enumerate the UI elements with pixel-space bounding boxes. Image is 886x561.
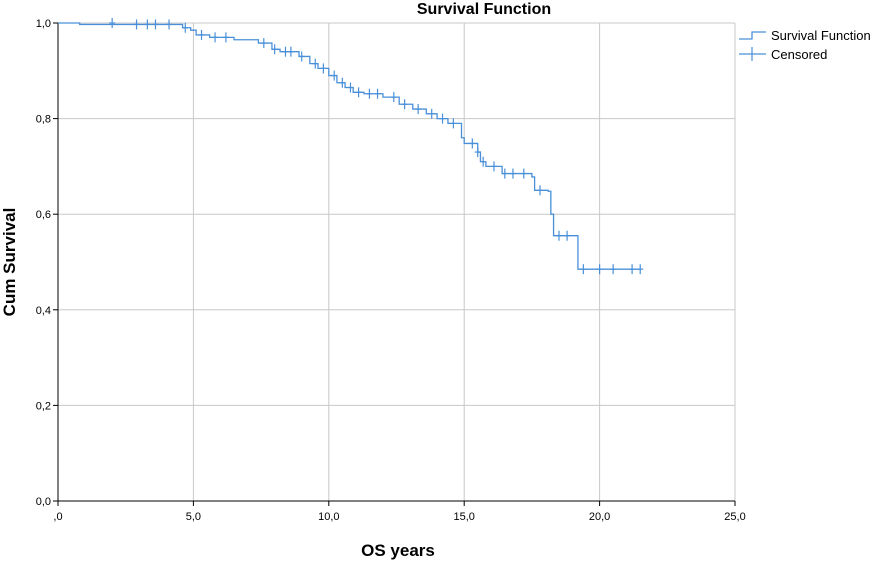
censored-mark — [637, 264, 644, 275]
censored-mark — [347, 82, 354, 93]
y-tick-label: 0,4 — [36, 305, 51, 317]
legend: Survival Function Censored — [739, 28, 871, 62]
censored-mark — [166, 19, 173, 30]
censored-mark — [298, 51, 305, 62]
legend-survival-label: Survival Function — [771, 28, 871, 43]
x-tick-label: 15,0 — [453, 511, 474, 523]
censored-mark — [469, 138, 476, 149]
y-tick-label: 1,0 — [36, 18, 51, 30]
x-tick-label: ,0 — [53, 511, 62, 523]
censored-mark — [366, 88, 373, 99]
censored-mark — [501, 168, 508, 179]
censored-mark — [109, 18, 116, 28]
censored-mark — [271, 44, 278, 55]
censored-mark — [564, 230, 571, 241]
censored-mark — [355, 87, 362, 98]
censored-mark — [474, 147, 481, 158]
y-tick-label: 0,8 — [36, 114, 51, 126]
censored-mark — [374, 88, 381, 99]
legend-step-icon — [739, 31, 766, 40]
censored-mark — [287, 46, 294, 57]
grid — [58, 22, 736, 501]
survival-function-line — [58, 22, 641, 270]
censored-mark — [450, 118, 457, 129]
censored-mark — [415, 104, 422, 115]
censored-mark — [222, 32, 229, 43]
censored-mark — [490, 161, 497, 172]
censored-mark — [260, 38, 267, 49]
censored-mark — [133, 19, 140, 30]
censored-mark — [401, 99, 408, 110]
x-tick-label: 20,0 — [589, 511, 610, 523]
censored-mark — [580, 264, 587, 275]
x-tick-label: 5,0 — [186, 511, 201, 523]
censored-mark — [312, 58, 319, 69]
censored-mark — [339, 77, 346, 88]
censored-mark — [198, 29, 205, 40]
censored-mark — [555, 230, 562, 241]
series — [58, 18, 644, 275]
censored-mark — [537, 185, 544, 196]
censored-mark — [212, 32, 219, 43]
y-axis-title: Cum Survival — [0, 208, 19, 317]
censored-mark — [439, 113, 446, 124]
legend-censored-icon — [739, 47, 766, 61]
censored-mark — [390, 92, 397, 103]
chart-title: Survival Function — [417, 1, 551, 18]
y-tick-label: 0,2 — [36, 400, 51, 412]
censored-mark — [480, 156, 487, 167]
x-tick-label: 25,0 — [724, 511, 745, 523]
censored-mark — [182, 22, 189, 33]
x-axis-title: OS years — [361, 541, 435, 560]
censored-mark — [282, 46, 289, 57]
axes — [57, 23, 735, 502]
censored-mark — [596, 264, 603, 275]
censored-mark — [144, 19, 151, 30]
censored-mark — [152, 19, 159, 30]
censored-mark — [320, 63, 327, 74]
x-tick-label: 10,0 — [318, 511, 339, 523]
censored-mark — [629, 264, 636, 275]
censored-mark — [331, 70, 338, 81]
y-tick-label: 0,6 — [36, 209, 51, 221]
tick-labels: ,0 5,0 10,0 15,0 20,0 25,0 0,0 0,2 0,4 0,6 0,8 1,0 — [36, 18, 746, 523]
censored-mark — [509, 168, 516, 179]
legend-censored-label: Censored — [771, 47, 827, 62]
censored-mark — [428, 108, 435, 119]
censored-mark — [520, 168, 527, 179]
censored-mark — [610, 264, 617, 275]
y-tick-label: 0,0 — [36, 496, 51, 508]
